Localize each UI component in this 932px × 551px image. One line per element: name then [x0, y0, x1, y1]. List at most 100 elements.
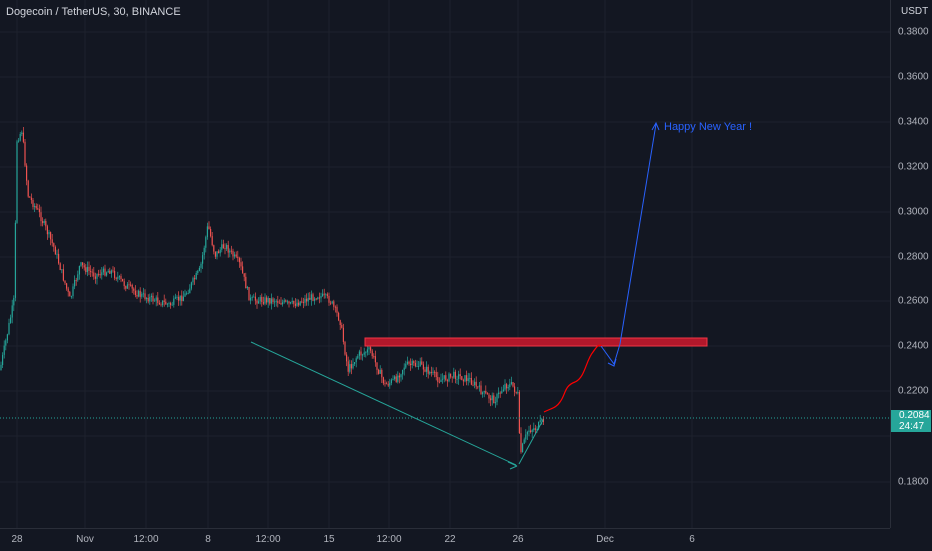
time-tick: 8 [205, 534, 211, 545]
candle-body [510, 382, 512, 384]
candle-body [400, 374, 402, 378]
candle-body [80, 262, 82, 266]
candle-body [336, 306, 338, 313]
candle-body [138, 290, 140, 297]
candle-body [30, 197, 32, 200]
candle-body [450, 373, 452, 377]
candle-body [139, 290, 141, 297]
candle-body [194, 278, 196, 280]
candle-body [203, 247, 205, 256]
time-scale[interactable] [0, 528, 890, 551]
candle-body [386, 383, 388, 385]
candle-body [230, 250, 232, 252]
candle-body [35, 206, 37, 209]
candle-body [163, 300, 165, 302]
candle-body [421, 361, 423, 365]
candle-body [466, 375, 468, 382]
candle-body [42, 221, 44, 224]
price-tick: 0.3200 [898, 161, 929, 173]
projection-curve[interactable] [543, 344, 603, 413]
candle-body [118, 276, 120, 278]
resistance-zone[interactable] [364, 337, 708, 347]
candle-body [146, 297, 148, 299]
time-tick: 26 [512, 534, 524, 545]
candle-body [38, 209, 40, 213]
candle-body [237, 256, 239, 259]
candle-body [3, 345, 5, 355]
candle-body [288, 301, 290, 304]
candle-body [381, 369, 383, 378]
price-tick: 0.2800 [898, 251, 929, 263]
candle-body [523, 439, 525, 444]
rebound-trendline[interactable] [518, 419, 544, 465]
candle-body [61, 269, 63, 271]
candle-body [274, 301, 276, 303]
candle-body [117, 277, 119, 279]
candle-body [51, 239, 53, 244]
price-scale[interactable] [890, 0, 932, 528]
time-tick: 12:00 [376, 534, 402, 545]
candle-body [330, 302, 332, 304]
candle-body [341, 325, 343, 328]
candle-body [122, 279, 124, 282]
candle-body [538, 422, 540, 430]
candle-body [22, 132, 24, 142]
candle-body [422, 364, 424, 370]
descending-trendline[interactable] [250, 341, 517, 466]
price-tick: 0.3800 [898, 26, 929, 38]
candle-body [267, 298, 269, 303]
candle-body [214, 251, 216, 257]
price-tick: 0.2400 [898, 340, 929, 352]
price-unit-label[interactable]: USDT [901, 6, 929, 17]
candle-body [66, 283, 68, 289]
annotation-text[interactable]: Happy New Year ! [664, 121, 753, 133]
candle-body [56, 253, 58, 255]
candle-body [512, 382, 514, 387]
projection-arrow[interactable] [600, 123, 657, 366]
candle-body [114, 270, 116, 278]
candle-body [301, 301, 303, 303]
candle-body [101, 272, 103, 276]
candle-body [134, 290, 136, 295]
candle-body [371, 350, 373, 357]
candle-body [69, 291, 71, 297]
candle-body [186, 293, 188, 295]
candle-body [325, 294, 327, 296]
candle-body [13, 298, 15, 306]
candle-body [304, 298, 306, 303]
candle-body [277, 300, 279, 303]
candle-body [541, 419, 543, 421]
candle-body [384, 383, 386, 385]
candle-body [54, 247, 56, 255]
candle-body [77, 274, 79, 281]
time-tick: Dec [596, 534, 614, 545]
time-tick: 28 [11, 534, 23, 545]
candle-body [18, 140, 20, 142]
candle-body [485, 391, 487, 394]
candle-body [480, 385, 482, 395]
candle-body [317, 297, 319, 300]
candle-body [181, 295, 183, 302]
candle-body [70, 296, 72, 297]
candle-body [397, 375, 399, 382]
candle-body [534, 428, 536, 430]
candle-body [158, 303, 160, 305]
current-price-value: 0.2084 [899, 410, 930, 421]
candle-body [261, 297, 263, 302]
candle-body [149, 297, 151, 302]
candle-body [258, 301, 260, 304]
candle-body [344, 341, 346, 355]
candle-body [488, 394, 490, 399]
candle-body [171, 304, 173, 306]
candle-body [470, 378, 472, 385]
candle-body [2, 355, 4, 365]
candle-body [32, 200, 34, 207]
candle-body [355, 358, 357, 363]
trendline-arrowhead [507, 461, 518, 467]
candle-body [506, 384, 508, 389]
candle-body [198, 267, 200, 271]
candle-countdown: 24:47 [899, 421, 925, 432]
candle-body [141, 293, 143, 297]
candle-body [410, 363, 412, 366]
